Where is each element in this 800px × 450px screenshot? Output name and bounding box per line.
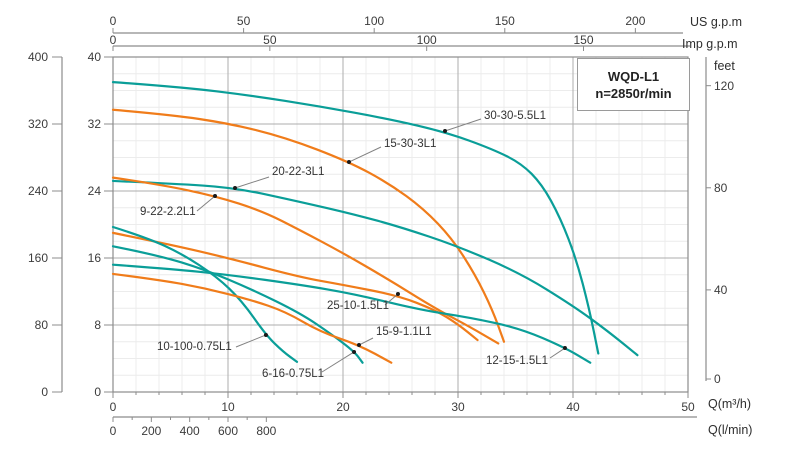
curve-label-15-9-1.1L1: 15-9-1.1L1: [376, 326, 432, 338]
curve-point-dot: [263, 332, 268, 337]
flow-m3h-tick-label: 0: [109, 400, 117, 414]
us-gpm-axis-label: US g.p.m: [690, 15, 743, 29]
us-gpm-tick-label: 100: [364, 14, 385, 28]
curve-label-12-15-1.5L1: 12-15-1.5L1: [486, 355, 549, 367]
flow-lmin-tick-label: 200: [141, 424, 162, 438]
left-outer-tick-label: 320: [27, 117, 48, 131]
flow-lmin-tick-label: 600: [217, 424, 239, 438]
flow-lmin-tick-label: 0: [109, 424, 117, 438]
curve-label-15-30-3L1: 15-30-3L1: [384, 138, 437, 150]
leader-line: [348, 146, 382, 163]
us-gpm-tick-label: 50: [236, 14, 251, 28]
imp-gpm-tick-label: 0: [109, 33, 117, 47]
left-outer-tick-label: 240: [27, 184, 48, 198]
flow-m3h-tick-label: 10: [221, 400, 235, 414]
us-gpm-tick-label: 150: [494, 14, 515, 28]
plot-border: [112, 56, 689, 393]
flow-m3h-axis-label: Q(m³/h): [708, 397, 752, 411]
flow-m3h-tick-label: 30: [451, 400, 465, 414]
curve-point-dot: [352, 349, 357, 354]
curve-6-16-0.75L1: [111, 245, 364, 364]
chart-title-speed: n=2850r/min: [595, 85, 672, 101]
curve-point-dot: [562, 346, 567, 351]
leader-line: [549, 347, 566, 359]
head-m-tick-label: 24: [87, 184, 101, 198]
leader-line: [321, 351, 355, 373]
curve-point-dot: [233, 185, 238, 190]
curve-20-22-3L1: [111, 179, 639, 357]
curve-point-dot: [346, 160, 351, 165]
curve-30-30-5.5L1: [111, 81, 600, 355]
flow-lmin-tick-label: 800: [256, 424, 277, 438]
flow-m3h-tick-label: 20: [336, 400, 350, 414]
chart-title-box: WQD-L1 n=2850r/min: [577, 58, 690, 111]
curve-point-dot: [443, 129, 448, 134]
leader-line: [358, 337, 374, 346]
left-outer-tick-label: 160: [27, 251, 48, 265]
left-outer-tick-label: 80: [34, 318, 48, 332]
head-m-tick-label: 16: [87, 251, 101, 265]
curve-label-6-16-0.75L1: 6-16-0.75L1: [262, 368, 325, 380]
flow-lmin-axis-label: Q(l/min): [708, 423, 753, 437]
left-outer-tick-label: 0: [41, 385, 48, 399]
leader-line: [234, 176, 270, 189]
imp-gpm-tick-label: 100: [416, 33, 437, 47]
curve-label-9-22-2.2L1: 9-22-2.2L1: [140, 206, 196, 218]
curve-label-25-10-1.5L1: 25-10-1.5L1: [327, 300, 390, 312]
imp-gpm-tick-label: 50: [263, 33, 277, 47]
feet-axis-label: feet: [714, 59, 735, 73]
leader-line: [384, 293, 399, 306]
curve-label-20-22-3L1: 20-22-3L1: [272, 166, 325, 178]
curve-10-100-0.75L1: [111, 225, 299, 363]
head-m-tick-label: 40: [87, 50, 101, 64]
curve-point-dot: [213, 194, 218, 199]
leader-line: [444, 118, 482, 132]
curve-label-30-30-5.5L1: 30-30-5.5L1: [484, 110, 547, 122]
curve-15-30-3L1: [111, 108, 506, 343]
leader-line: [235, 334, 267, 348]
leader-line: [196, 195, 216, 212]
curve-point-dot: [395, 292, 400, 297]
imp-gpm-axis-label: Imp g.p.m: [682, 37, 738, 51]
curve-15-9-1.1L1: [111, 272, 393, 364]
flow-m3h-tick-label: 40: [566, 400, 580, 414]
head-m-tick-label: 0: [94, 385, 101, 399]
imp-gpm-tick-label: 150: [573, 33, 594, 47]
flow-lmin-tick-label: 400: [179, 424, 200, 438]
curve-25-10-1.5L1: [111, 231, 479, 342]
curve-12-15-1.5L1: [111, 263, 592, 364]
feet-tick-label: 80: [714, 180, 728, 195]
curve-point-dot: [356, 343, 361, 348]
curve-label-10-100-0.75L1: 10-100-0.75L1: [157, 341, 232, 353]
us-gpm-tick-label: 0: [109, 14, 117, 28]
head-m-tick-label: 8: [94, 318, 101, 332]
head-m-tick-label: 32: [87, 117, 101, 131]
feet-tick-label: 120: [714, 78, 735, 93]
us-gpm-tick-label: 200: [625, 14, 646, 28]
left-outer-tick-label: 400: [27, 50, 48, 64]
feet-tick-label: 40: [714, 282, 728, 297]
feet-tick-label: 0: [714, 372, 721, 386]
chart-title-model: WQD-L1: [607, 68, 660, 84]
flow-m3h-tick-label: 50: [681, 400, 695, 414]
